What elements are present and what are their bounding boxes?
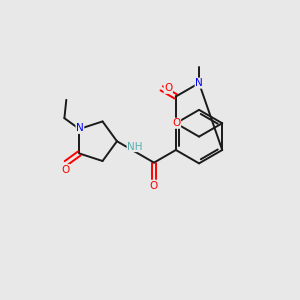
Text: NH: NH bbox=[127, 142, 142, 152]
Text: N: N bbox=[195, 78, 203, 88]
Text: O: O bbox=[172, 118, 181, 128]
Text: O: O bbox=[61, 165, 70, 175]
Text: O: O bbox=[164, 83, 172, 93]
Text: O: O bbox=[149, 181, 158, 190]
Text: N: N bbox=[76, 123, 84, 134]
